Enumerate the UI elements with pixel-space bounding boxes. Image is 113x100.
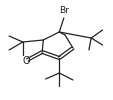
Text: O: O [22,56,30,66]
Text: Br: Br [59,6,69,15]
